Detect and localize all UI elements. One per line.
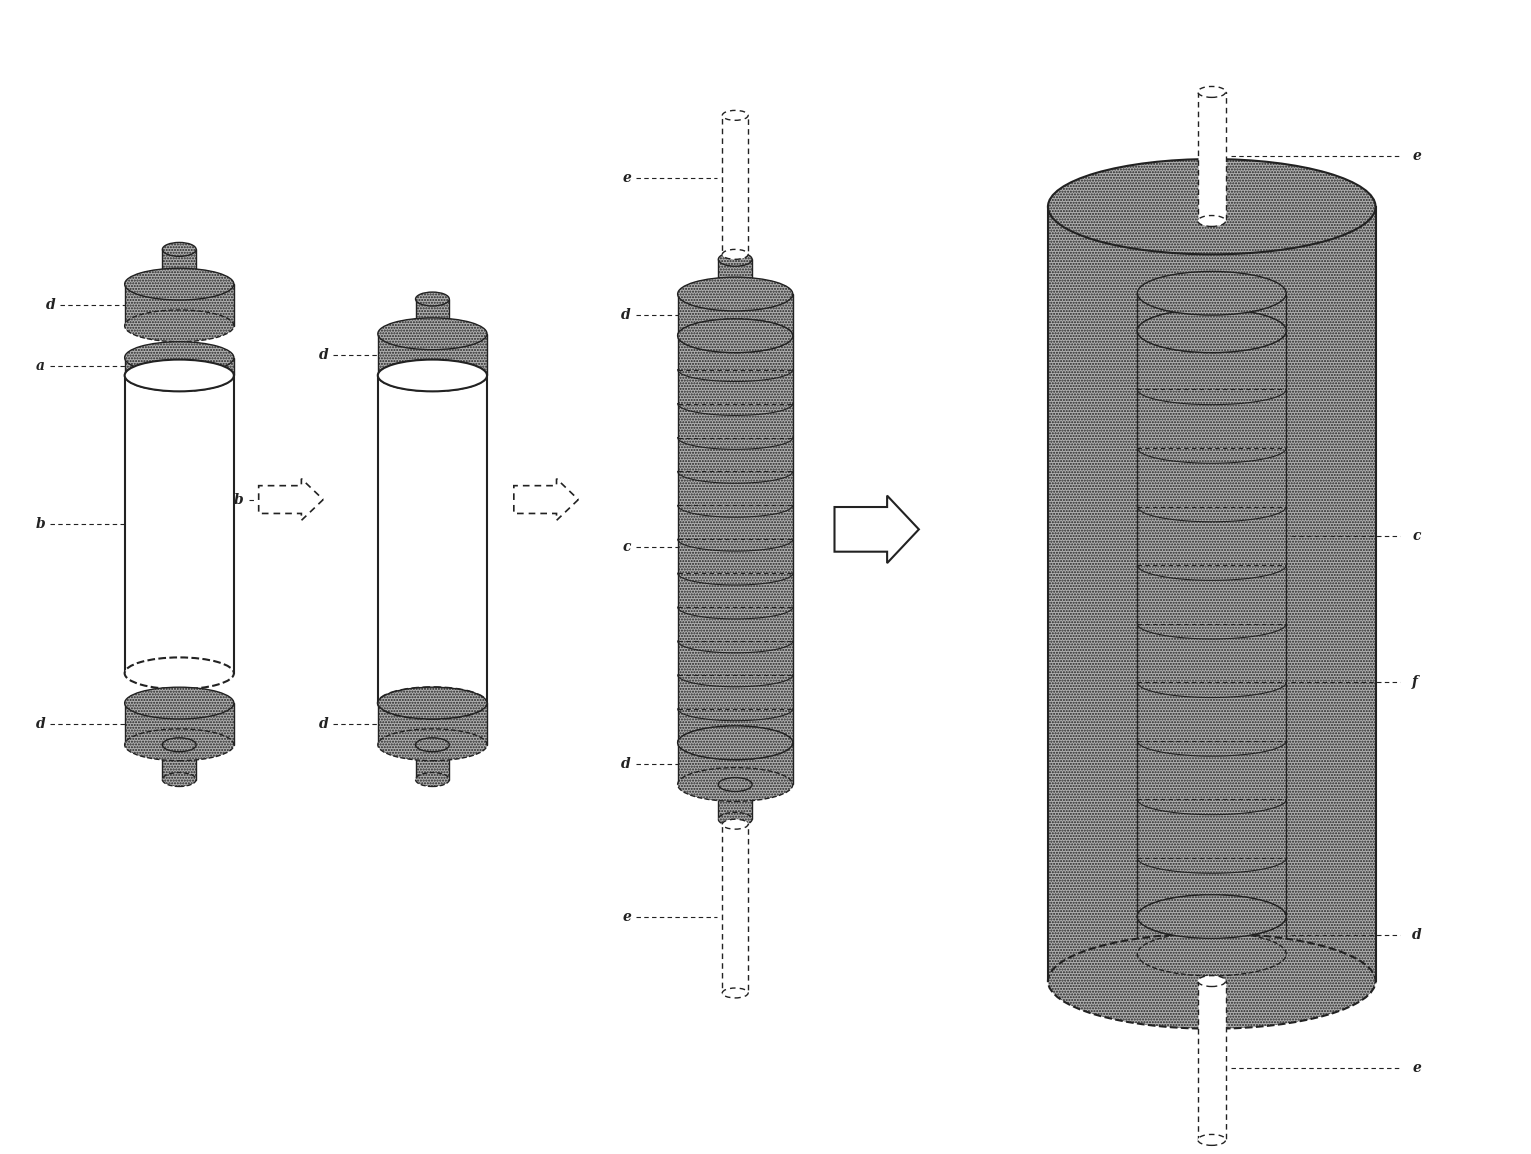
Ellipse shape [162,737,196,751]
Ellipse shape [678,277,793,310]
Ellipse shape [1197,216,1226,226]
Ellipse shape [378,360,487,391]
Ellipse shape [378,317,487,350]
Ellipse shape [678,726,793,759]
Text: a: a [37,359,46,373]
Ellipse shape [1047,159,1375,254]
Text: e: e [1412,150,1421,164]
Ellipse shape [162,277,196,291]
Ellipse shape [1047,934,1375,1028]
Ellipse shape [124,360,234,391]
Polygon shape [378,334,487,375]
Ellipse shape [1138,894,1286,938]
Polygon shape [1197,981,1226,1140]
Text: e: e [622,171,631,185]
Ellipse shape [124,342,234,374]
Ellipse shape [678,319,793,353]
Ellipse shape [378,687,487,719]
Text: e: e [1412,1062,1421,1076]
Ellipse shape [162,772,196,787]
Ellipse shape [718,287,752,301]
Ellipse shape [678,726,793,759]
Ellipse shape [415,327,449,340]
Ellipse shape [415,772,449,787]
FancyArrow shape [834,495,919,563]
Polygon shape [124,375,234,673]
Text: d: d [35,717,46,730]
Text: d: d [1412,928,1422,943]
Ellipse shape [415,737,449,751]
Ellipse shape [124,310,234,342]
Text: d: d [622,757,631,771]
Polygon shape [1138,331,1286,916]
Text: b: b [234,493,243,507]
Polygon shape [678,336,793,743]
Ellipse shape [1138,309,1286,353]
Ellipse shape [723,249,749,260]
Ellipse shape [1138,894,1286,938]
Ellipse shape [124,729,234,760]
Text: e: e [622,911,631,924]
Text: d: d [622,308,631,322]
Text: d: d [318,717,328,730]
Polygon shape [723,115,749,254]
Ellipse shape [723,988,749,998]
Polygon shape [1047,207,1375,981]
Ellipse shape [718,812,752,826]
Polygon shape [1197,92,1226,220]
Text: f: f [1412,675,1418,689]
Ellipse shape [723,111,749,120]
Polygon shape [723,824,749,992]
Polygon shape [718,785,752,819]
Text: c: c [623,540,631,554]
Ellipse shape [378,360,487,391]
Ellipse shape [1197,87,1226,97]
Polygon shape [124,358,234,375]
FancyArrow shape [514,479,579,520]
Ellipse shape [1138,932,1286,976]
Ellipse shape [1197,1134,1226,1146]
Ellipse shape [718,778,752,792]
Ellipse shape [678,767,793,801]
Polygon shape [678,743,793,785]
Ellipse shape [415,292,449,306]
Polygon shape [162,249,196,284]
Ellipse shape [1138,309,1286,353]
Polygon shape [415,299,449,334]
Ellipse shape [124,687,234,719]
Ellipse shape [124,268,234,300]
Ellipse shape [124,360,234,391]
Polygon shape [378,703,487,744]
Polygon shape [124,703,234,744]
Polygon shape [678,294,793,336]
Ellipse shape [723,819,749,830]
Polygon shape [378,375,487,703]
FancyArrow shape [259,479,323,520]
Ellipse shape [378,729,487,760]
Text: d: d [318,347,328,361]
Ellipse shape [124,658,234,689]
Ellipse shape [162,242,196,256]
Polygon shape [1138,916,1286,954]
Polygon shape [1138,293,1286,331]
Text: c: c [1412,529,1421,542]
Ellipse shape [378,687,487,719]
Polygon shape [124,284,234,325]
Ellipse shape [1138,271,1286,315]
Polygon shape [415,744,449,779]
Polygon shape [718,260,752,294]
Text: b: b [35,517,46,531]
Ellipse shape [678,319,793,353]
Text: d: d [46,298,55,312]
Ellipse shape [718,253,752,267]
Ellipse shape [1197,975,1226,987]
Polygon shape [162,744,196,779]
